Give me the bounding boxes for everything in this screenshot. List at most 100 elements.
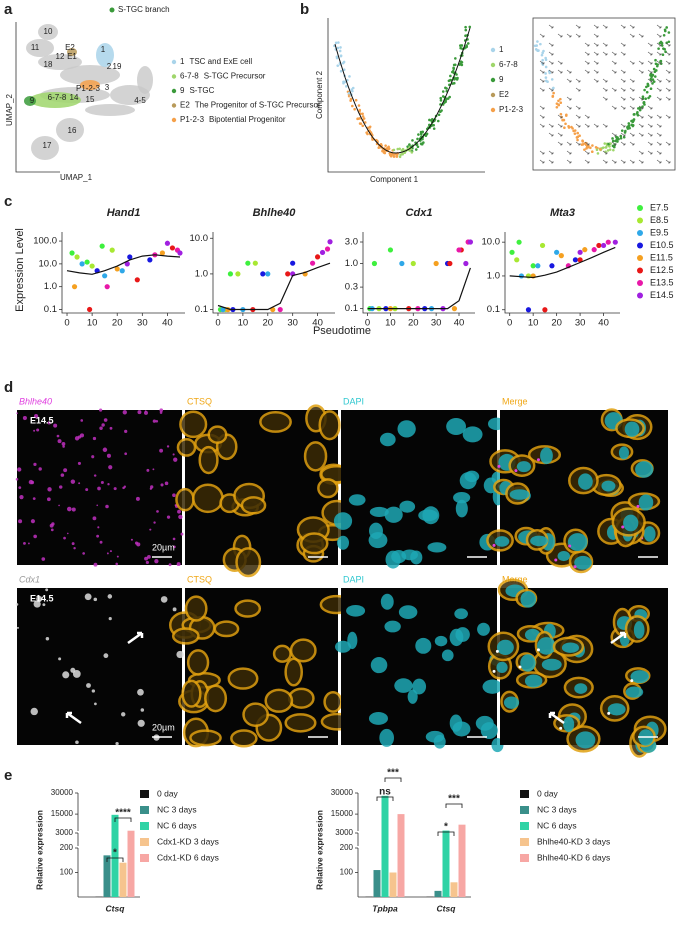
legend-entry: NC 6 days (157, 820, 197, 830)
nucleus (496, 661, 508, 674)
nucleus (601, 480, 616, 492)
legend-entry: Bhlhe40-KD 3 days (537, 836, 610, 846)
legend-entry: 1 (499, 45, 504, 54)
legend-swatch (140, 822, 149, 830)
bar (111, 814, 119, 897)
y-tick-label: 1.0 (44, 281, 57, 292)
cell-dot (578, 134, 581, 138)
cell-dot (453, 63, 457, 67)
cell-dot (595, 148, 599, 152)
cell-dot (652, 67, 656, 71)
x-axis-label: Pseudotime (313, 325, 371, 337)
cell-dot (646, 84, 650, 88)
cell-dot (335, 56, 339, 60)
velocity-arrow (584, 159, 590, 164)
nucleus (574, 683, 588, 694)
cell-dot (555, 105, 559, 109)
cell-dot (410, 151, 414, 154)
signal-dot (103, 418, 108, 422)
velocity-arrow (638, 60, 644, 65)
cell-outline (234, 599, 262, 618)
cluster-label: 11 (31, 43, 40, 52)
cell-dot (552, 91, 555, 95)
nucleus (563, 716, 575, 733)
cell-dot (460, 60, 464, 64)
x-tick-label: 10 (528, 318, 539, 329)
cell-dot (559, 112, 563, 116)
point (451, 306, 458, 312)
nucleus (575, 731, 596, 749)
velocity-arrow (539, 78, 545, 83)
cell-dot (533, 44, 537, 48)
cell-outline (204, 684, 228, 713)
signal-dot (62, 445, 65, 448)
nucleus (380, 593, 394, 610)
bar (373, 870, 381, 897)
signal-dot (607, 711, 611, 715)
signal-dot (53, 423, 58, 428)
cell-dot (449, 74, 452, 78)
signal-dot (173, 545, 176, 549)
cluster-blob (29, 92, 81, 108)
signal-dot (72, 670, 81, 678)
signal-dot (130, 538, 133, 541)
velocity-arrow (629, 96, 635, 101)
signal-dot (101, 423, 105, 427)
signal-dot (84, 593, 92, 601)
signal-dot (99, 408, 103, 412)
cell-dot (653, 75, 657, 78)
velocity-arrow (593, 42, 599, 47)
cell-dot (573, 132, 577, 135)
velocity-arrow (647, 69, 653, 74)
micrograph (341, 588, 497, 745)
bar (389, 872, 397, 897)
cell-dot (620, 129, 624, 132)
velocity-arrow (602, 123, 608, 128)
cell-dot (663, 47, 666, 51)
point (324, 246, 331, 252)
nucleus (618, 446, 630, 460)
velocity-arrow (656, 132, 662, 137)
signal-dot (93, 474, 97, 477)
cell-dot (626, 125, 630, 128)
cell-dot (570, 125, 573, 129)
cell-dot (342, 60, 346, 64)
point (447, 260, 453, 267)
signal-dot (73, 546, 76, 550)
signal-dot (121, 712, 126, 717)
bar (458, 824, 466, 897)
signal-dot (63, 536, 66, 540)
cell-dot (425, 133, 428, 136)
velocity-arrow (620, 141, 626, 146)
signal-dot (23, 541, 26, 545)
legend-entry: E9.5 (650, 227, 669, 237)
velocity-arrow (656, 33, 662, 38)
cell-dot (619, 136, 623, 140)
nucleus (455, 627, 470, 642)
legend-swatch (490, 92, 496, 98)
nucleus (494, 536, 510, 547)
cell-dot (356, 117, 359, 121)
signal-dot (573, 565, 577, 569)
x-tick-label: 20 (551, 318, 562, 329)
legend-entry: 0 day (157, 788, 179, 798)
y-tick-label: 10.0 (190, 233, 209, 244)
bar (442, 830, 450, 897)
signal-dot (160, 483, 164, 487)
nucleus (520, 654, 536, 672)
cell-dot (353, 107, 356, 111)
point (605, 239, 611, 245)
cell-dot (452, 81, 456, 85)
signal-dot (122, 410, 127, 415)
cell-dot (557, 99, 560, 103)
cluster-label: 15 (86, 95, 95, 104)
nucleus (433, 734, 446, 749)
signal-dot (38, 467, 42, 471)
y-tick-label: 200 (60, 843, 74, 852)
legend-swatch (140, 854, 149, 862)
cluster-label: 18 (44, 60, 53, 69)
legend-entry: 6-7-8 S-TGC Precursor (180, 72, 266, 81)
y-tick-label: 0.3 (345, 282, 358, 293)
signal-dot (108, 617, 112, 621)
velocity-arrow (566, 150, 572, 155)
